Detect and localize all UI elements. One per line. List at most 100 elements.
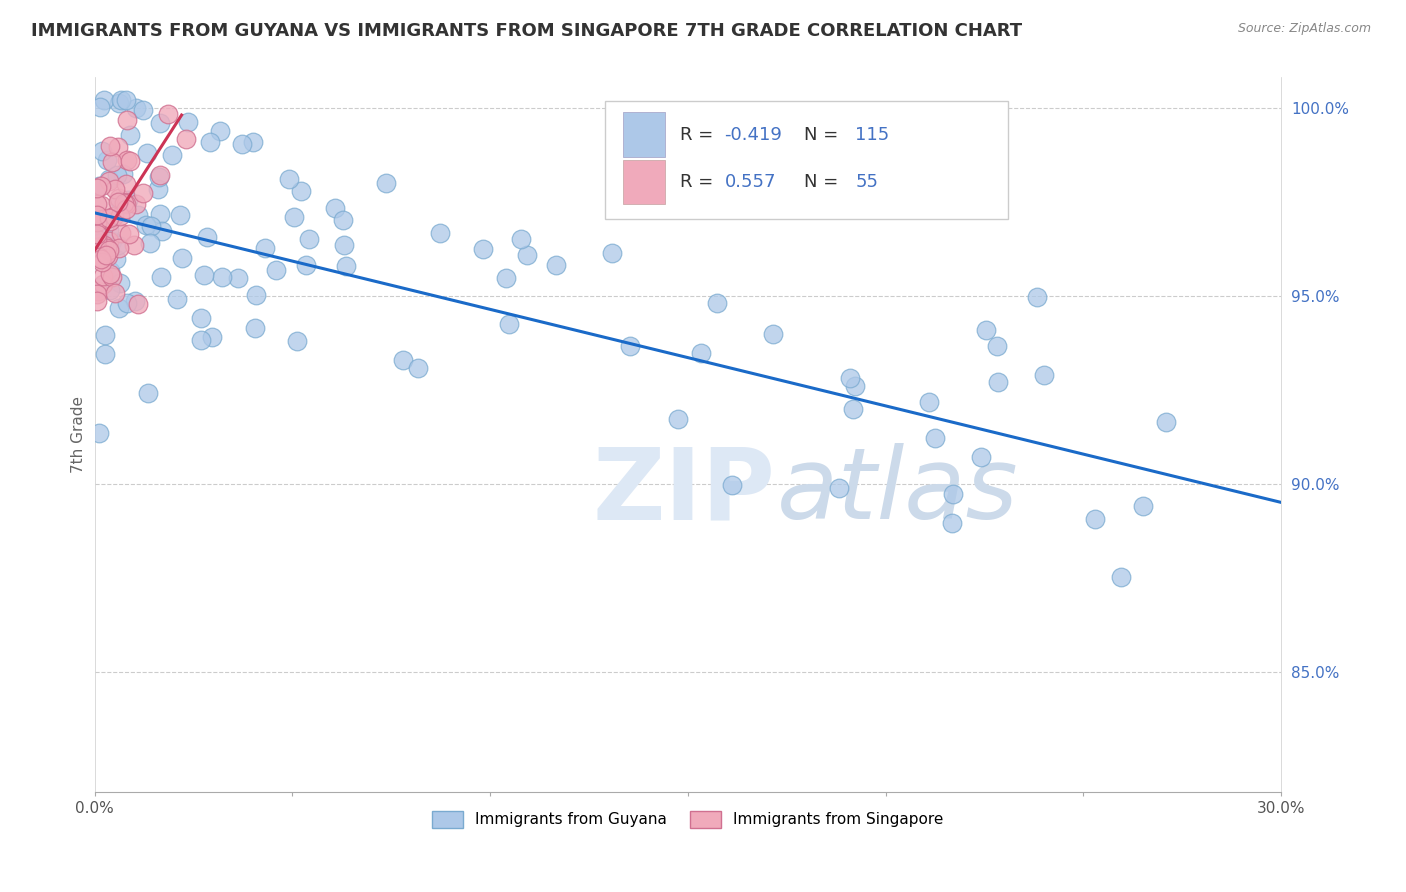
Point xyxy=(283,210,305,224)
Point xyxy=(254,241,277,255)
Text: atlas: atlas xyxy=(778,443,1018,541)
Point xyxy=(104,182,127,196)
Point xyxy=(516,247,538,261)
Point xyxy=(148,207,170,221)
Point xyxy=(392,352,415,367)
Point xyxy=(157,107,180,121)
Point xyxy=(195,230,218,244)
Point xyxy=(101,269,124,284)
Point xyxy=(96,235,118,249)
Point xyxy=(762,326,785,341)
Point xyxy=(969,450,991,465)
Point xyxy=(86,240,108,254)
Point xyxy=(828,481,851,495)
Text: ZIP: ZIP xyxy=(593,443,776,541)
Point xyxy=(86,208,108,222)
Text: R =: R = xyxy=(679,126,718,144)
Point xyxy=(87,228,110,243)
Point xyxy=(117,193,139,207)
Point xyxy=(104,285,127,300)
Point xyxy=(211,269,233,284)
Point xyxy=(108,95,131,110)
FancyBboxPatch shape xyxy=(623,160,665,204)
Point xyxy=(287,334,309,349)
Point xyxy=(333,238,356,252)
Point xyxy=(1084,512,1107,526)
Point xyxy=(335,260,357,274)
Point xyxy=(986,200,1008,214)
Point xyxy=(117,112,139,127)
Point xyxy=(844,379,866,393)
Point xyxy=(98,267,121,281)
FancyBboxPatch shape xyxy=(605,101,1008,219)
Text: -0.419: -0.419 xyxy=(724,126,783,144)
Point xyxy=(98,234,121,248)
Point xyxy=(93,238,115,252)
Point xyxy=(108,209,131,223)
Point xyxy=(243,320,266,334)
Text: Source: ZipAtlas.com: Source: ZipAtlas.com xyxy=(1237,22,1371,36)
Point xyxy=(98,214,121,228)
Point xyxy=(115,202,138,217)
Text: 55: 55 xyxy=(855,173,879,191)
Point xyxy=(242,135,264,149)
Point xyxy=(198,136,221,150)
Point xyxy=(98,223,121,237)
Point xyxy=(600,245,623,260)
FancyBboxPatch shape xyxy=(623,112,665,157)
Point xyxy=(149,169,172,183)
Point xyxy=(96,241,118,255)
Point xyxy=(94,248,117,262)
Point xyxy=(139,236,162,251)
Point xyxy=(277,172,299,186)
Point xyxy=(97,171,120,186)
Point xyxy=(125,102,148,116)
Point xyxy=(1025,290,1047,304)
Point xyxy=(1156,415,1178,429)
Point xyxy=(89,100,111,114)
Point xyxy=(86,284,108,298)
Point xyxy=(86,232,108,246)
Point xyxy=(160,148,183,162)
Point xyxy=(91,269,114,284)
Point xyxy=(98,283,121,297)
Point xyxy=(941,516,963,530)
Point xyxy=(115,178,138,192)
Point xyxy=(323,201,346,215)
Point xyxy=(174,132,197,146)
Point xyxy=(107,191,129,205)
Text: N =: N = xyxy=(804,126,844,144)
Point xyxy=(110,93,132,107)
Text: IMMIGRANTS FROM GUYANA VS IMMIGRANTS FROM SINGAPORE 7TH GRADE CORRELATION CHART: IMMIGRANTS FROM GUYANA VS IMMIGRANTS FRO… xyxy=(31,22,1022,40)
Point xyxy=(89,178,111,193)
Point xyxy=(93,212,115,227)
Point xyxy=(97,249,120,263)
Point xyxy=(1033,368,1056,382)
Point xyxy=(94,327,117,342)
Point xyxy=(107,238,129,252)
Point xyxy=(150,269,173,284)
Point xyxy=(127,208,149,222)
Point xyxy=(105,168,128,182)
Point xyxy=(690,346,713,360)
Point xyxy=(472,242,495,256)
Point xyxy=(721,477,744,491)
Point xyxy=(111,167,134,181)
Point xyxy=(245,287,267,301)
Point xyxy=(117,153,139,168)
Point xyxy=(201,329,224,343)
Point xyxy=(136,386,159,401)
Point xyxy=(124,293,146,308)
Point xyxy=(139,219,162,233)
Point xyxy=(839,371,862,385)
Point xyxy=(86,294,108,309)
Point xyxy=(135,218,157,232)
Point xyxy=(135,146,157,161)
Point xyxy=(97,211,120,225)
Legend: Immigrants from Guyana, Immigrants from Singapore: Immigrants from Guyana, Immigrants from … xyxy=(426,805,949,834)
Point xyxy=(666,412,689,426)
Point xyxy=(190,333,212,347)
Point xyxy=(100,155,122,169)
Point xyxy=(226,271,249,285)
Point xyxy=(112,195,135,210)
